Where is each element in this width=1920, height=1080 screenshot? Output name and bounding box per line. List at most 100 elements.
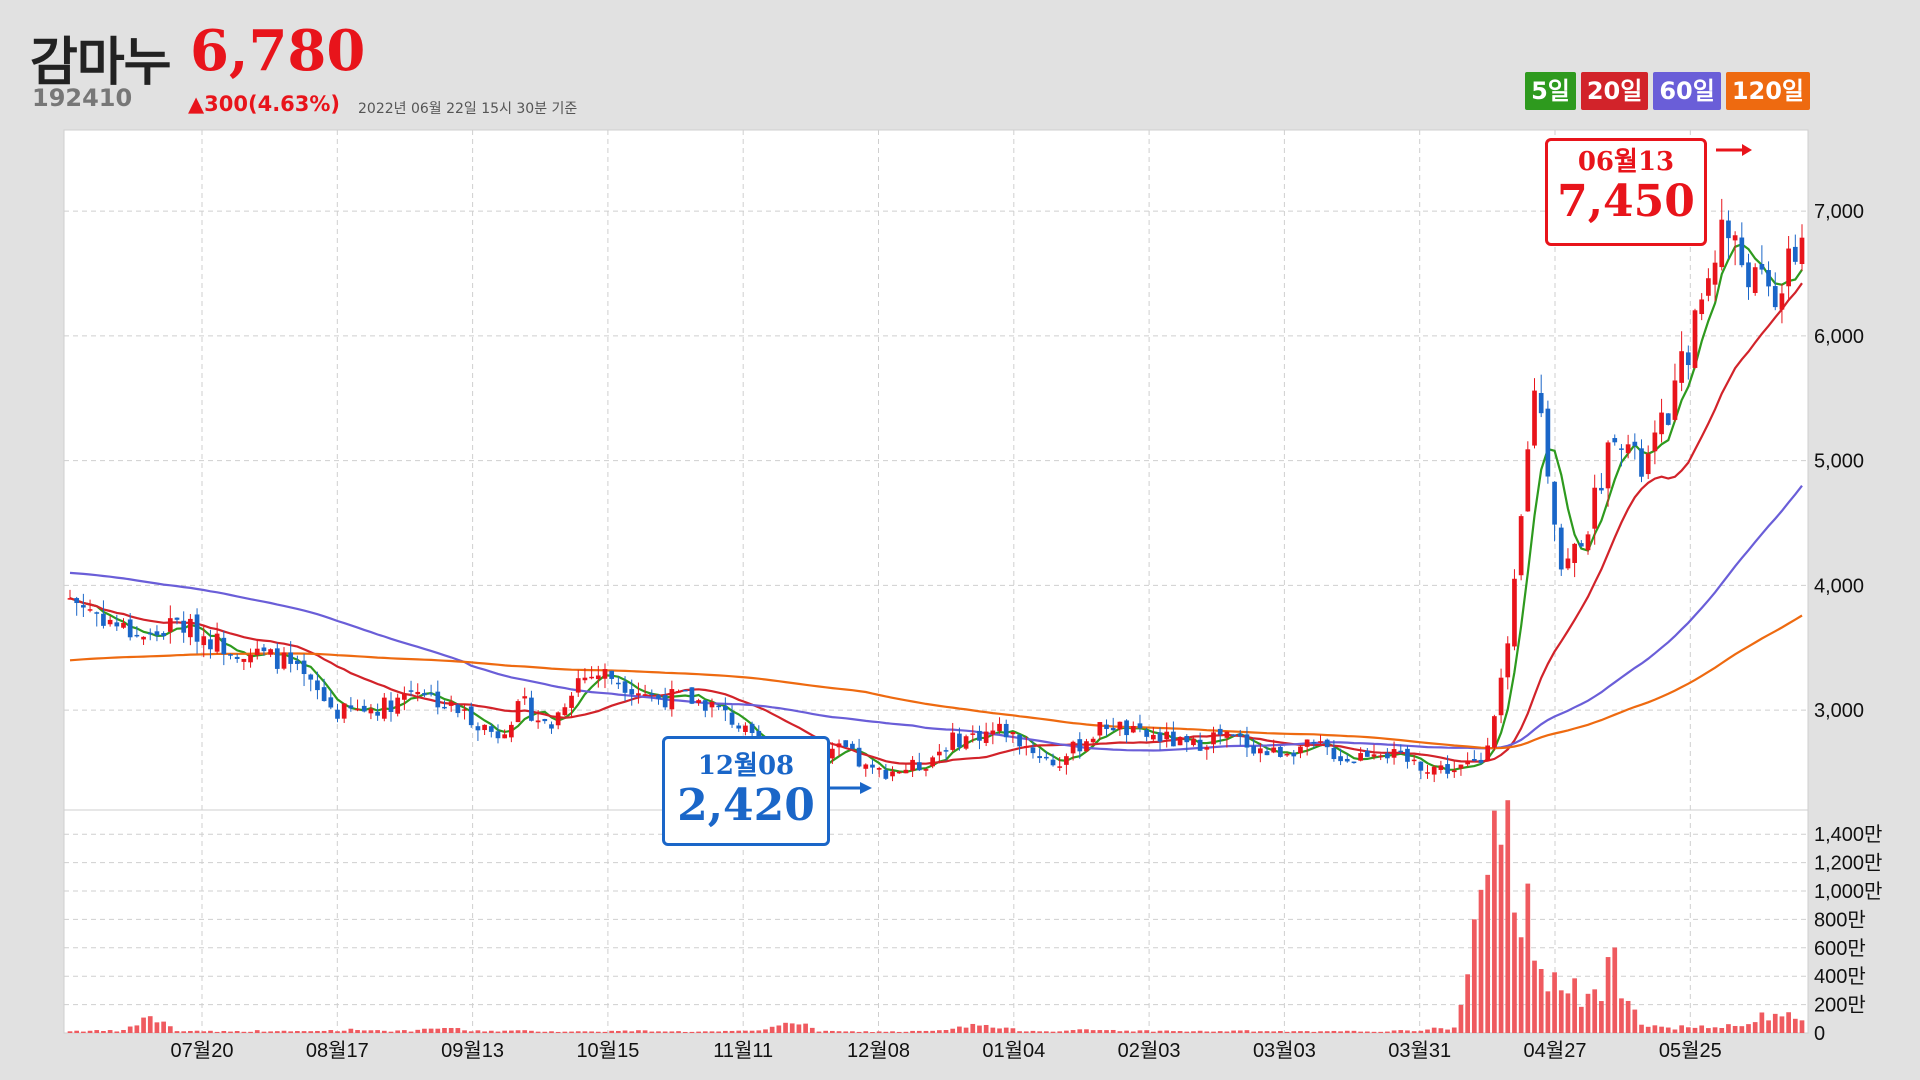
volume-bar bbox=[997, 1028, 1002, 1033]
volume-bar bbox=[1171, 1031, 1176, 1033]
volume-bar bbox=[582, 1031, 588, 1033]
ma-line-20 bbox=[69, 282, 1803, 765]
volume-bar bbox=[1431, 1027, 1437, 1033]
volume-bar bbox=[736, 1030, 742, 1033]
candle-body bbox=[903, 769, 909, 774]
candle-body bbox=[455, 704, 461, 714]
candle-body bbox=[743, 725, 748, 733]
candle-body bbox=[1766, 270, 1771, 287]
date-tick-label: 05월25 bbox=[1659, 1039, 1722, 1062]
volume-bar bbox=[241, 1031, 247, 1033]
candle-body bbox=[1278, 746, 1283, 757]
candle-body bbox=[1652, 432, 1658, 452]
candle-body bbox=[268, 649, 273, 655]
volume-bar bbox=[502, 1030, 508, 1033]
candle-body bbox=[241, 658, 247, 662]
volume-bar bbox=[796, 1024, 802, 1033]
volume-bar bbox=[642, 1030, 648, 1033]
candle-body bbox=[234, 656, 240, 659]
candle-body bbox=[936, 751, 942, 756]
candle-body bbox=[916, 762, 922, 771]
candle-body bbox=[1318, 741, 1323, 743]
volume-bar bbox=[936, 1030, 942, 1033]
volume-bar bbox=[228, 1031, 233, 1033]
volume-bar bbox=[1197, 1030, 1203, 1033]
candle-body bbox=[749, 723, 755, 734]
volume-bar bbox=[301, 1031, 307, 1033]
date-tick-label: 11월11 bbox=[713, 1039, 773, 1062]
candle-body bbox=[1104, 724, 1109, 730]
legend-ma5[interactable]: 5일 bbox=[1525, 72, 1576, 110]
candle-body bbox=[1478, 759, 1484, 763]
volume-bar bbox=[823, 1030, 829, 1033]
volume-bar bbox=[1090, 1030, 1096, 1033]
candle-body bbox=[542, 718, 548, 722]
volume-bar bbox=[1692, 1027, 1698, 1033]
date-tick-label: 12월08 bbox=[847, 1039, 910, 1062]
candle-body bbox=[676, 691, 681, 693]
candle-body bbox=[1070, 741, 1076, 754]
candle-body bbox=[582, 677, 588, 681]
volume-bar bbox=[575, 1031, 581, 1033]
volume-bar bbox=[1518, 937, 1524, 1033]
volume-bar bbox=[843, 1031, 849, 1033]
legend-ma60[interactable]: 60일 bbox=[1653, 72, 1721, 110]
candle-body bbox=[943, 750, 949, 752]
volume-bar bbox=[1652, 1025, 1658, 1033]
volume-bar bbox=[141, 1017, 146, 1033]
candle-body bbox=[448, 701, 454, 706]
legend-ma20[interactable]: 20일 bbox=[1580, 72, 1649, 110]
volume-bar bbox=[355, 1030, 360, 1033]
price-tick-label: 7,000 bbox=[1814, 201, 1864, 223]
volume-bar bbox=[562, 1031, 568, 1033]
candle-body bbox=[1324, 739, 1330, 748]
volume-bar bbox=[776, 1025, 782, 1033]
volume-bar bbox=[1117, 1031, 1123, 1033]
candle-body bbox=[977, 730, 982, 741]
volume-tick-label: 600만 bbox=[1814, 937, 1866, 960]
volume-bar bbox=[616, 1030, 621, 1033]
volume-bar bbox=[763, 1029, 768, 1033]
candle-body bbox=[248, 654, 253, 663]
candle-body bbox=[723, 705, 728, 711]
volume-bar bbox=[569, 1031, 574, 1033]
candle-body bbox=[1217, 728, 1223, 735]
volume-bar bbox=[114, 1031, 120, 1033]
candle-body bbox=[1518, 516, 1524, 576]
candle-body bbox=[983, 731, 989, 743]
candle-body bbox=[1485, 745, 1491, 761]
volume-bar bbox=[101, 1031, 106, 1033]
candle-body bbox=[1351, 761, 1357, 764]
volume-bar bbox=[876, 1031, 882, 1033]
candle-body bbox=[402, 693, 407, 700]
candle-body bbox=[301, 660, 307, 675]
volume-bar bbox=[702, 1031, 708, 1033]
candle-body bbox=[1191, 738, 1196, 746]
low-value: 2,420 bbox=[677, 780, 815, 831]
legend-ma120[interactable]: 120일 bbox=[1725, 72, 1810, 110]
volume-bar bbox=[743, 1030, 748, 1033]
volume-bar bbox=[923, 1030, 929, 1033]
volume-bar bbox=[1331, 1030, 1337, 1033]
volume-bar bbox=[428, 1028, 434, 1033]
volume-bar bbox=[1752, 1022, 1758, 1033]
candle-body bbox=[1177, 736, 1183, 746]
volume-bar bbox=[769, 1026, 775, 1033]
candle-body bbox=[1298, 746, 1303, 754]
volume-bar bbox=[809, 1027, 815, 1033]
candle-body bbox=[1619, 448, 1624, 450]
volume-bar bbox=[910, 1030, 915, 1033]
date-tick-label: 04월27 bbox=[1524, 1039, 1587, 1062]
candle-body bbox=[843, 740, 849, 747]
volume-bar bbox=[515, 1030, 521, 1033]
candle-body bbox=[562, 707, 568, 716]
volume-bar bbox=[1017, 1031, 1022, 1033]
volume-bar bbox=[127, 1026, 133, 1033]
price-panel bbox=[63, 129, 1809, 811]
stock-name: 감마누 bbox=[30, 33, 172, 93]
volume-tick-label: 800만 bbox=[1814, 908, 1866, 931]
volume-bar bbox=[916, 1030, 922, 1033]
candle-body bbox=[1451, 770, 1457, 773]
date-tick-label: 09월13 bbox=[441, 1039, 504, 1062]
candle-body bbox=[1772, 286, 1778, 308]
